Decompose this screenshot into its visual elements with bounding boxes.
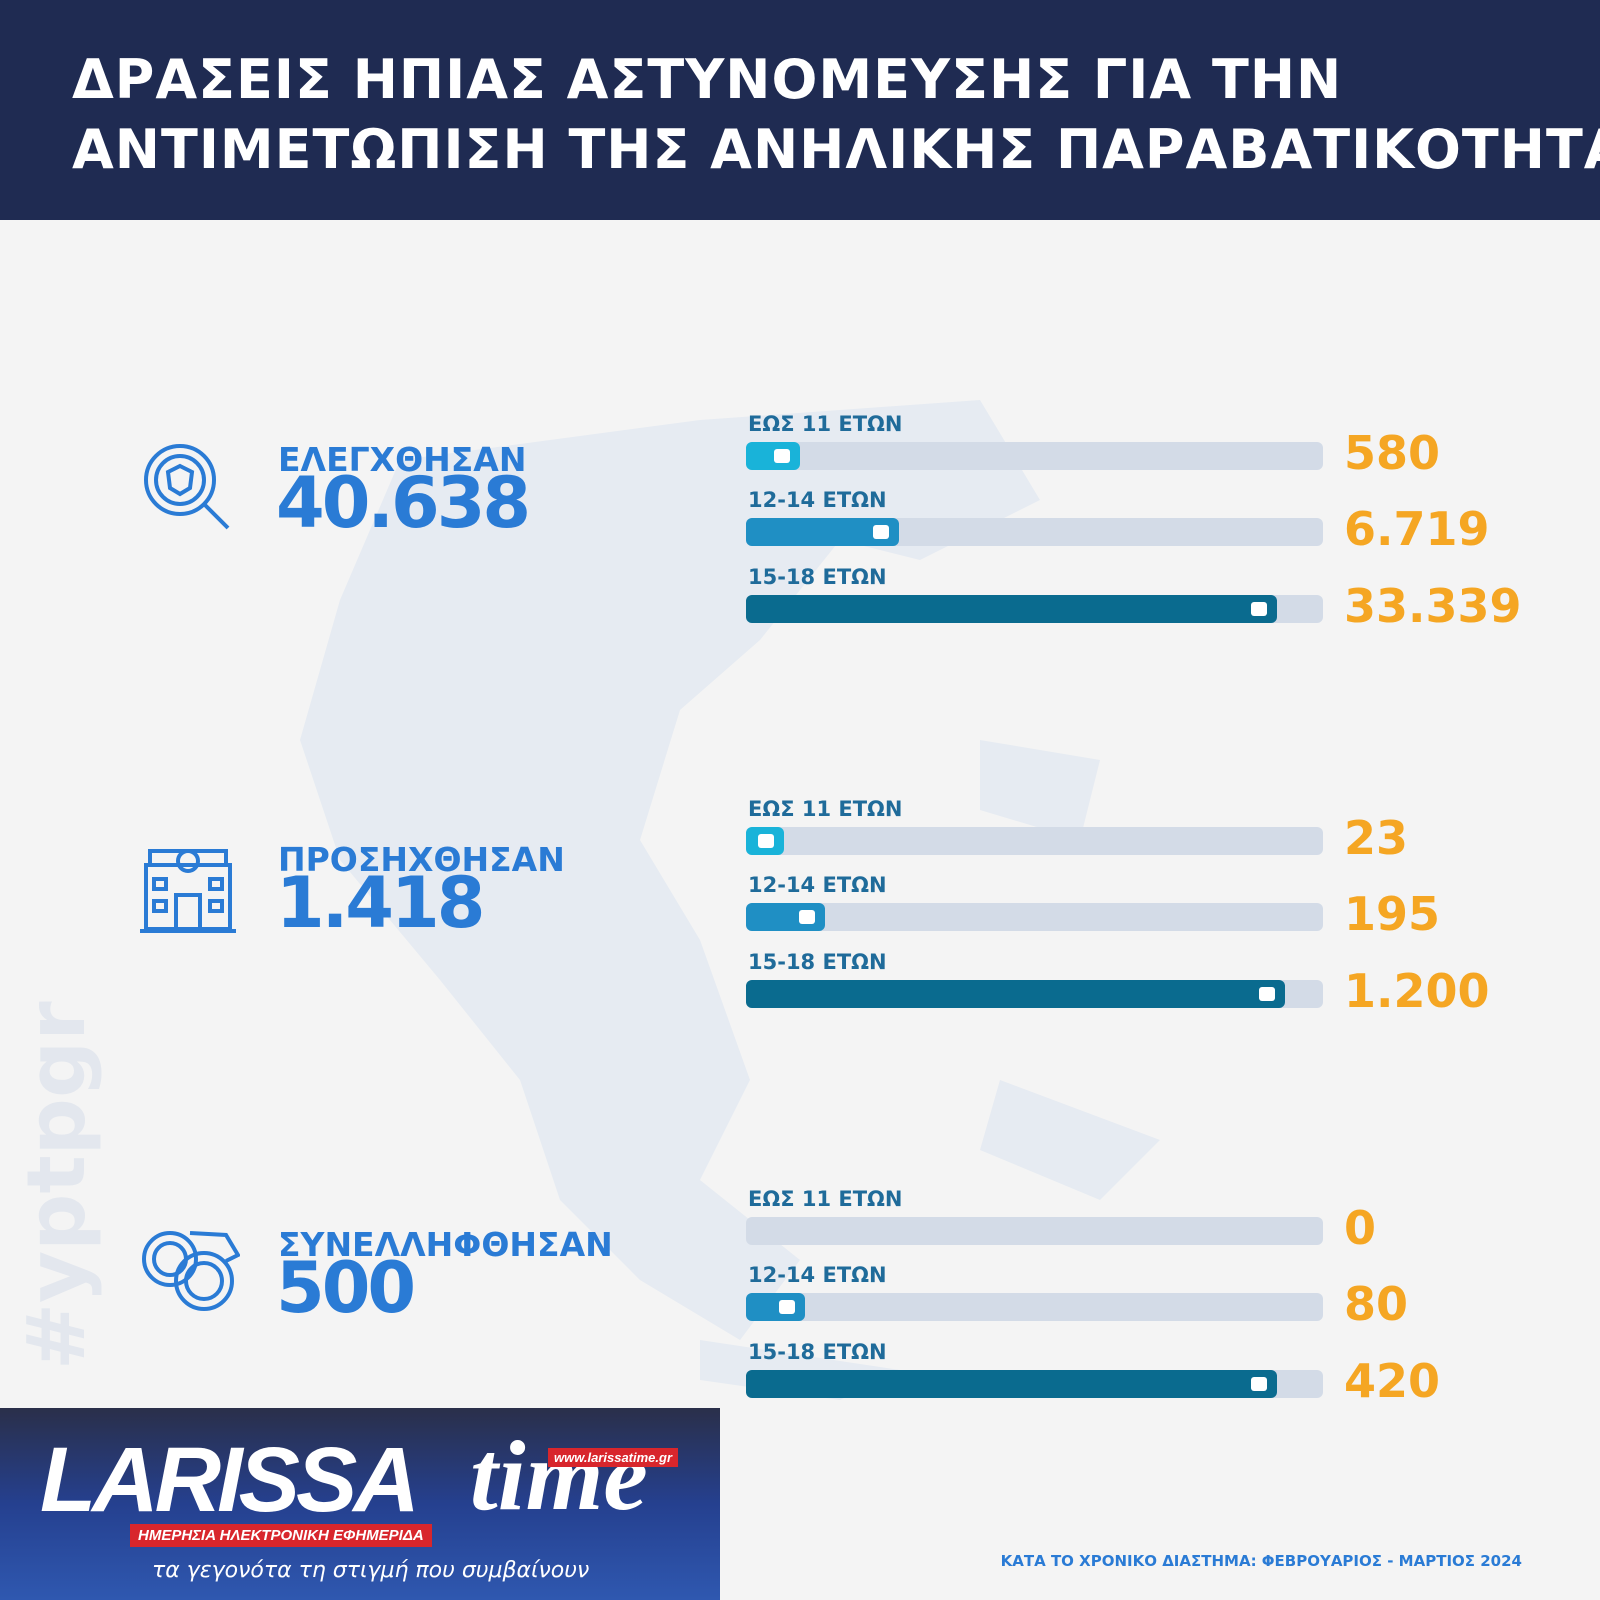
search-badge-icon (144, 444, 230, 530)
police-station-icon (140, 849, 236, 933)
bar-knob (799, 910, 815, 924)
section-label: ΣΥΝΕΛΛΗΦΘΗΣΑΝ (278, 1225, 613, 1264)
bar-knob (1251, 1377, 1267, 1391)
row-label: 12-14 ΕΤΩΝ (748, 1263, 887, 1287)
watermark: #yptpgr (10, 1001, 103, 1370)
row-label: 12-14 ΕΤΩΝ (748, 873, 887, 897)
bar-track (746, 1370, 1323, 1398)
bar-fill (746, 1370, 1277, 1398)
row-value: 6.719 (1344, 502, 1490, 556)
map-background (300, 400, 1160, 1400)
bar-fill (746, 1293, 805, 1321)
row-value: 33.339 (1344, 579, 1522, 633)
handcuffs-icon (142, 1231, 240, 1311)
logo-script: time (470, 1420, 648, 1531)
row-label: ΕΩΣ 11 ΕΤΩΝ (748, 1187, 903, 1211)
footnote: ΚΑΤΑ ΤΟ ΧΡΟΝΙΚΟ ΔΙΑΣΤΗΜΑ: ΦΕΒΡΟΥΑΡΙΟΣ - … (1000, 1552, 1522, 1570)
row-label: 15-18 ΕΤΩΝ (748, 1340, 887, 1364)
row-value: 580 (1344, 426, 1441, 480)
bar-knob (1251, 602, 1267, 616)
section-total: 500 (276, 1247, 416, 1329)
section-total: 1.418 (276, 862, 485, 944)
bar-track (746, 518, 1323, 546)
row-label: 15-18 ΕΤΩΝ (748, 565, 887, 589)
bar-knob (1259, 987, 1275, 1001)
bar-track (746, 827, 1323, 855)
bar-track (746, 595, 1323, 623)
bar-knob (779, 1300, 795, 1314)
header: ΔΡΑΣΕΙΣ ΗΠΙΑΣ ΑΣΤΥΝΟΜΕΥΣΗΣ ΓΙΑ ΤΗΝ ΑΝΤΙΜ… (0, 0, 1600, 220)
title-line: ΔΡΑΣΕΙΣ ΗΠΙΑΣ ΑΣΤΥΝΟΜΕΥΣΗΣ ΓΙΑ ΤΗΝ (72, 48, 1343, 111)
bar-track (746, 980, 1323, 1008)
row-label: 12-14 ΕΤΩΝ (748, 488, 887, 512)
bar-track (746, 903, 1323, 931)
logo: LARISSA time www.larissatime.gr ΗΜΕΡΗΣΙΑ… (0, 1408, 720, 1600)
row-value: 1.200 (1344, 964, 1490, 1018)
logo-url: www.larissatime.gr (548, 1448, 679, 1467)
row-value: 420 (1344, 1354, 1441, 1408)
title-line: ΑΝΤΙΜΕΤΩΠΙΣΗ ΤΗΣ ΑΝΗΛΙΚΗΣ ΠΑΡΑΒΑΤΙΚΟΤΗΤΑ… (72, 118, 1600, 181)
logo-tagline: ΗΜΕΡΗΣΙΑ ΗΛΕΚΤΡΟΝΙΚΗ ΕΦΗΜΕΡΙΔΑ (130, 1524, 432, 1547)
bar-fill (746, 595, 1277, 623)
bar-knob (774, 449, 790, 463)
bar-fill (746, 827, 784, 855)
bar-knob (758, 834, 774, 848)
logo-main: LARISSA (40, 1429, 420, 1531)
bar-fill (746, 518, 899, 546)
row-value: 0 (1344, 1201, 1377, 1255)
bar-fill (746, 442, 800, 470)
logo-slogan: τα γεγονότα τη στιγμή που συμβαίνουν (152, 1558, 590, 1583)
row-value: 80 (1344, 1277, 1409, 1331)
bar-knob (873, 525, 889, 539)
row-label: ΕΩΣ 11 ΕΤΩΝ (748, 412, 903, 436)
bar-fill (746, 903, 825, 931)
section-total: 40.638 (276, 462, 531, 544)
row-value: 23 (1344, 811, 1409, 865)
row-value: 195 (1344, 887, 1441, 941)
section-label: ΠΡΟΣΗΧΘΗΣΑΝ (278, 840, 565, 879)
bar-track (746, 442, 1323, 470)
row-label: ΕΩΣ 11 ΕΤΩΝ (748, 797, 903, 821)
bar-track (746, 1217, 1323, 1245)
section-label: ΕΛΕΓΧΘΗΣΑΝ (278, 440, 527, 479)
bar-fill (746, 980, 1285, 1008)
bar-track (746, 1293, 1323, 1321)
row-label: 15-18 ΕΤΩΝ (748, 950, 887, 974)
